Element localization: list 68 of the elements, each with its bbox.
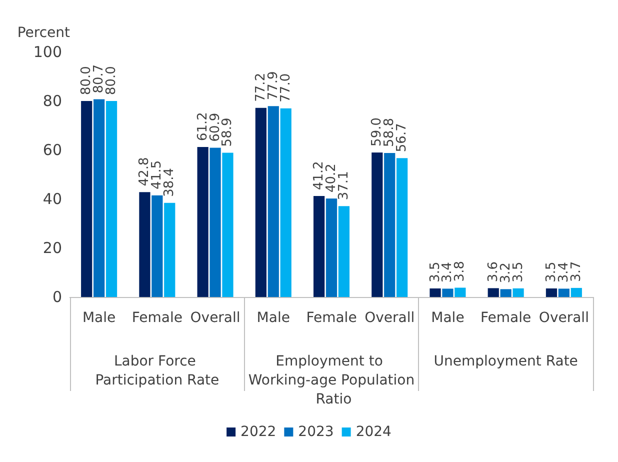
data-label: 42.8 [137, 157, 152, 186]
bar [210, 148, 221, 297]
data-label: 61.2 [195, 112, 210, 142]
bar [255, 108, 266, 297]
y-axis-title: Percent [17, 25, 70, 41]
data-label: 3.4 [556, 262, 572, 283]
x-tick-label: Female [132, 310, 182, 326]
bar [570, 288, 582, 297]
legend-label: 2023 [298, 424, 334, 440]
bar [396, 158, 408, 297]
bar [106, 101, 118, 297]
data-label: 3.5 [544, 262, 559, 282]
data-label: 77.0 [278, 73, 294, 102]
x-tick-label: Overall [364, 310, 415, 326]
bar [280, 108, 292, 297]
bar [326, 198, 338, 297]
bar [488, 288, 499, 297]
x-tick-label: Overall [190, 310, 240, 326]
bar [558, 288, 570, 297]
bar [93, 99, 105, 297]
data-label: 58.9 [220, 118, 236, 147]
data-label: 38.4 [162, 168, 178, 197]
bar [430, 288, 441, 297]
bar [338, 206, 350, 297]
data-label: 40.2 [324, 164, 339, 193]
text: Employment to Working-age Population Ratio [248, 354, 415, 408]
bar [372, 152, 383, 297]
x-tick-label: Male [82, 310, 116, 326]
data-label: 3.7 [568, 261, 584, 282]
data-label: 80.0 [104, 66, 120, 95]
bar [500, 289, 512, 297]
y-tick-label: 80 [42, 92, 62, 110]
y-tick-label: 60 [42, 141, 62, 159]
bar [313, 196, 325, 297]
data-label: 41.5 [150, 160, 165, 190]
bar [152, 195, 163, 297]
data-label: 3.2 [498, 262, 514, 284]
legend-label: 2024 [356, 424, 392, 440]
legend-label: 2022 [240, 424, 276, 440]
bar [546, 288, 558, 297]
bar [139, 192, 150, 297]
data-label: 3.8 [452, 261, 468, 282]
x-tick-label: Female [480, 310, 532, 326]
data-label: 3.5 [510, 262, 526, 282]
bar [197, 147, 208, 297]
bar [222, 152, 234, 297]
bar [384, 152, 396, 297]
x-tick-label: Male [256, 310, 290, 326]
y-tick-label: 0 [52, 288, 62, 306]
data-label: 37.1 [336, 171, 352, 200]
data-label: 77.2 [253, 72, 268, 102]
data-label: 56.7 [394, 123, 410, 152]
bar [81, 101, 92, 297]
y-tick-label: 40 [42, 190, 62, 208]
bar [512, 288, 524, 297]
x-tick-label: Overall [538, 310, 589, 326]
x-tick-label: Female [306, 310, 357, 326]
bar [442, 288, 454, 297]
data-label: 77.9 [266, 71, 281, 100]
bar [164, 202, 176, 297]
y-tick-label: 100 [33, 43, 62, 61]
bar [268, 106, 279, 297]
text: Labor Force Participation Rate [95, 354, 220, 388]
x-tick-label: Male [431, 310, 464, 326]
bar [454, 288, 466, 297]
y-tick-label: 20 [42, 239, 62, 257]
text: Unemployment Rate [434, 354, 578, 370]
data-label: 3.6 [486, 261, 501, 282]
